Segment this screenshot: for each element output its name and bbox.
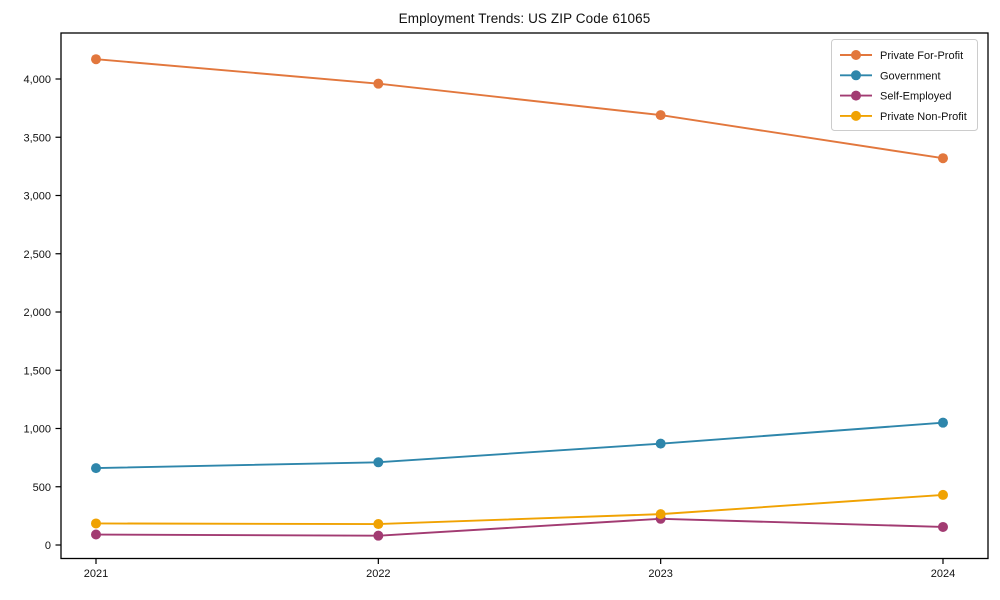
legend-box [831,39,978,131]
legend-item-private-non-profit: Private Non-Profit [840,110,967,123]
y-axis-tick-label: 2,500 [23,249,51,261]
data-point-private-for-profit-2024 [937,153,948,164]
y-axis-tick-label: 3,000 [23,191,51,203]
legend-dot-marker-icon [851,90,861,101]
data-point-private-for-profit-2023 [655,110,666,121]
data-point-private-non-profit-2022 [373,519,384,530]
data-point-private-non-profit-2023 [655,509,666,520]
data-point-government-2021 [91,463,101,474]
x-axis-tick-label: 2023 [648,568,672,580]
data-point-self-employed-2021 [91,529,101,540]
data-point-self-employed-2022 [373,530,384,541]
y-axis-tick-label: 500 [33,482,51,494]
data-point-private-for-profit-2021 [91,54,101,65]
legend-label: Government [880,70,941,82]
series-line-government [95,421,944,470]
plot-frame [60,32,989,560]
legend-item-government: Government [840,70,941,82]
data-point-private-non-profit-2024 [937,489,948,500]
x-axis-tick-label: 2022 [366,568,390,580]
legend-dot-marker-icon [851,70,861,81]
legend-dot-marker-icon [851,110,861,121]
y-axis-tick-label: 1,000 [23,424,51,436]
data-point-self-employed-2024 [937,521,948,532]
legend-label: Private For-Profit [880,50,963,62]
legend-item-private-for-profit: Private For-Profit [840,50,963,62]
data-point-private-non-profit-2021 [91,518,101,529]
y-axis-tick-label: 0 [45,540,51,552]
legend: Private For-Profit Government Self-Employe… [831,39,978,131]
series-line-private-non-profit [95,493,944,525]
data-point-government-2023 [655,438,666,449]
series-line-self-employed [95,517,944,537]
y-axis-tick-label: 4,000 [23,74,51,86]
legend-item-self-employed: Self-Employed [840,90,952,103]
x-axis-tick-label: 2024 [931,568,955,580]
y-axis-tick-label: 1,500 [23,365,51,377]
data-point-government-2022 [373,457,384,468]
x-axis-tick-label: 2021 [84,568,108,580]
series-line-private-for-profit [95,58,944,160]
data-point-private-for-profit-2022 [373,78,384,89]
legend-dot-marker-icon [851,50,861,60]
legend-label: Self-Employed [880,91,952,103]
chart-title: Employment Trends: US ZIP Code 61065 [398,11,651,26]
legend-label: Private Non-Profit [880,111,967,123]
data-point-government-2024 [937,417,948,428]
y-axis-tick-label: 2,000 [23,307,51,319]
y-axis-tick-label: 3,500 [23,132,51,144]
